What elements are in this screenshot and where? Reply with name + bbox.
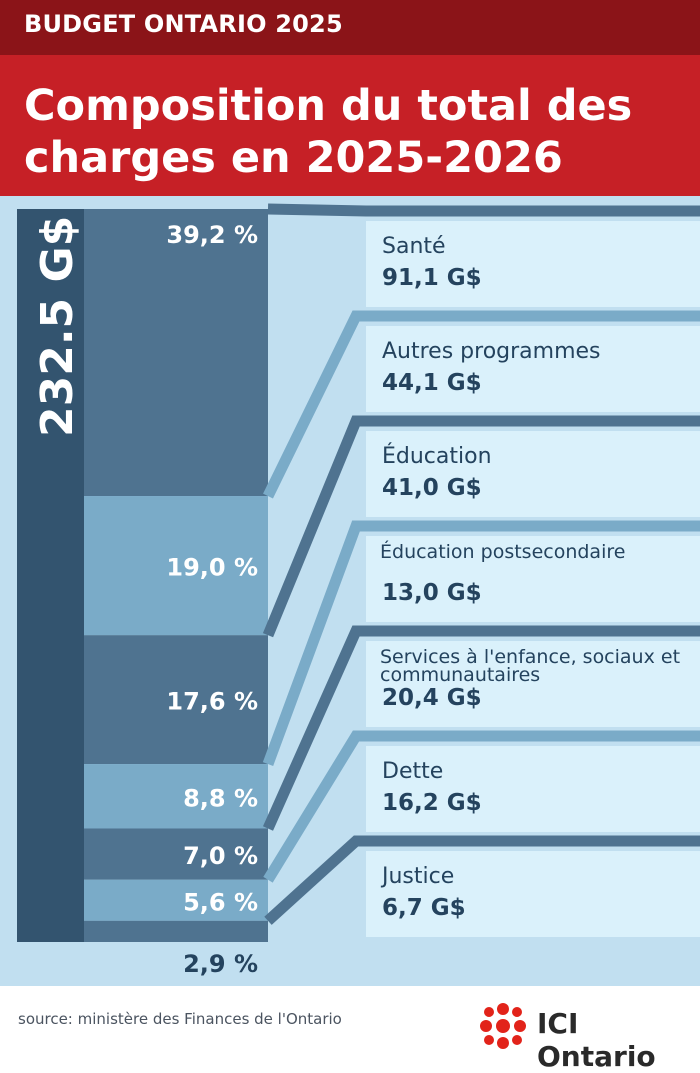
segment-sante	[84, 209, 268, 497]
title-bar	[0, 55, 700, 196]
source-note: source: ministère des Finances de l'Onta…	[18, 1010, 342, 1028]
connector-education	[262, 415, 700, 638]
category-label-autres-programmes: Autres programmes	[382, 339, 601, 364]
category-label-dette: Dette	[382, 759, 443, 784]
segment-justice	[84, 920, 268, 942]
category-label-services-a-l-enfance-sociaux-et-communautaires: Services à l'enfance, sociaux et communau…	[380, 646, 680, 686]
connector-justice	[264, 835, 700, 925]
segment-dette	[84, 879, 268, 921]
connector-sante	[267, 203, 700, 217]
segment-education-postsecondaire	[84, 764, 268, 829]
kicker-bar	[0, 0, 700, 55]
kicker: BUDGET ONTARIO 2025	[24, 10, 343, 38]
card-services-a-l-enfance-sociaux-et-communautaires	[366, 641, 700, 727]
value-label-autres-programmes: 44,1 G$	[382, 370, 482, 396]
total-label: 232.5 G$	[32, 216, 83, 437]
category-label-sante: Santé	[382, 234, 446, 259]
brand-name: ICI Ontario	[537, 1007, 656, 1073]
percent-label-education-postsecondaire: 8,8 %	[183, 784, 258, 812]
value-label-education-postsecondaire: 13,0 G$	[382, 580, 482, 606]
total-bar	[17, 209, 84, 942]
value-label-dette: 16,2 G$	[382, 790, 482, 816]
percent-label-education: 17,6 %	[166, 688, 258, 716]
card-sante	[366, 221, 700, 307]
page-title: Composition du total des charges en 2025…	[24, 81, 633, 183]
value-label-sante: 91,1 G$	[382, 265, 482, 291]
card-education	[366, 431, 700, 517]
segment-services-a-l-enfance-sociaux-et-communautaires	[84, 828, 268, 880]
percent-label-justice: 2,9 %	[183, 950, 258, 978]
segment-education	[84, 635, 268, 765]
budget-chart: 232.5 G$ Santé 91,1 G$ 39,2 % Autres progra…	[0, 196, 700, 986]
connector-dette	[263, 730, 700, 883]
card-education-postsecondaire	[366, 536, 700, 622]
value-label-education: 41,0 G$	[382, 475, 482, 501]
card-dette	[366, 746, 700, 832]
card-justice	[366, 851, 700, 937]
connector-services-a-l-enfance-sociaux-et-communautaires	[262, 625, 700, 831]
category-label-education-postsecondaire: Éducation postsecondaire	[380, 540, 625, 563]
category-label-justice: Justice	[380, 864, 454, 889]
connector-autres-programmes	[263, 310, 700, 499]
percent-label-services-a-l-enfance-sociaux-et-communautaires: 7,0 %	[183, 842, 258, 870]
percent-label-dette: 5,6 %	[183, 888, 258, 916]
value-label-services-a-l-enfance-sociaux-et-communautaires: 20,4 G$	[382, 685, 482, 711]
percent-label-autres-programmes: 19,0 %	[166, 554, 258, 582]
percent-label-sante: 39,2 %	[166, 221, 258, 249]
value-label-justice: 6,7 G$	[382, 895, 466, 921]
segment-autres-programmes	[84, 496, 268, 636]
card-autres-programmes	[366, 326, 700, 412]
connector-education-postsecondaire	[262, 520, 700, 766]
category-label-education: Éducation	[382, 443, 492, 469]
radio-canada-gem-logo	[480, 1003, 526, 1049]
